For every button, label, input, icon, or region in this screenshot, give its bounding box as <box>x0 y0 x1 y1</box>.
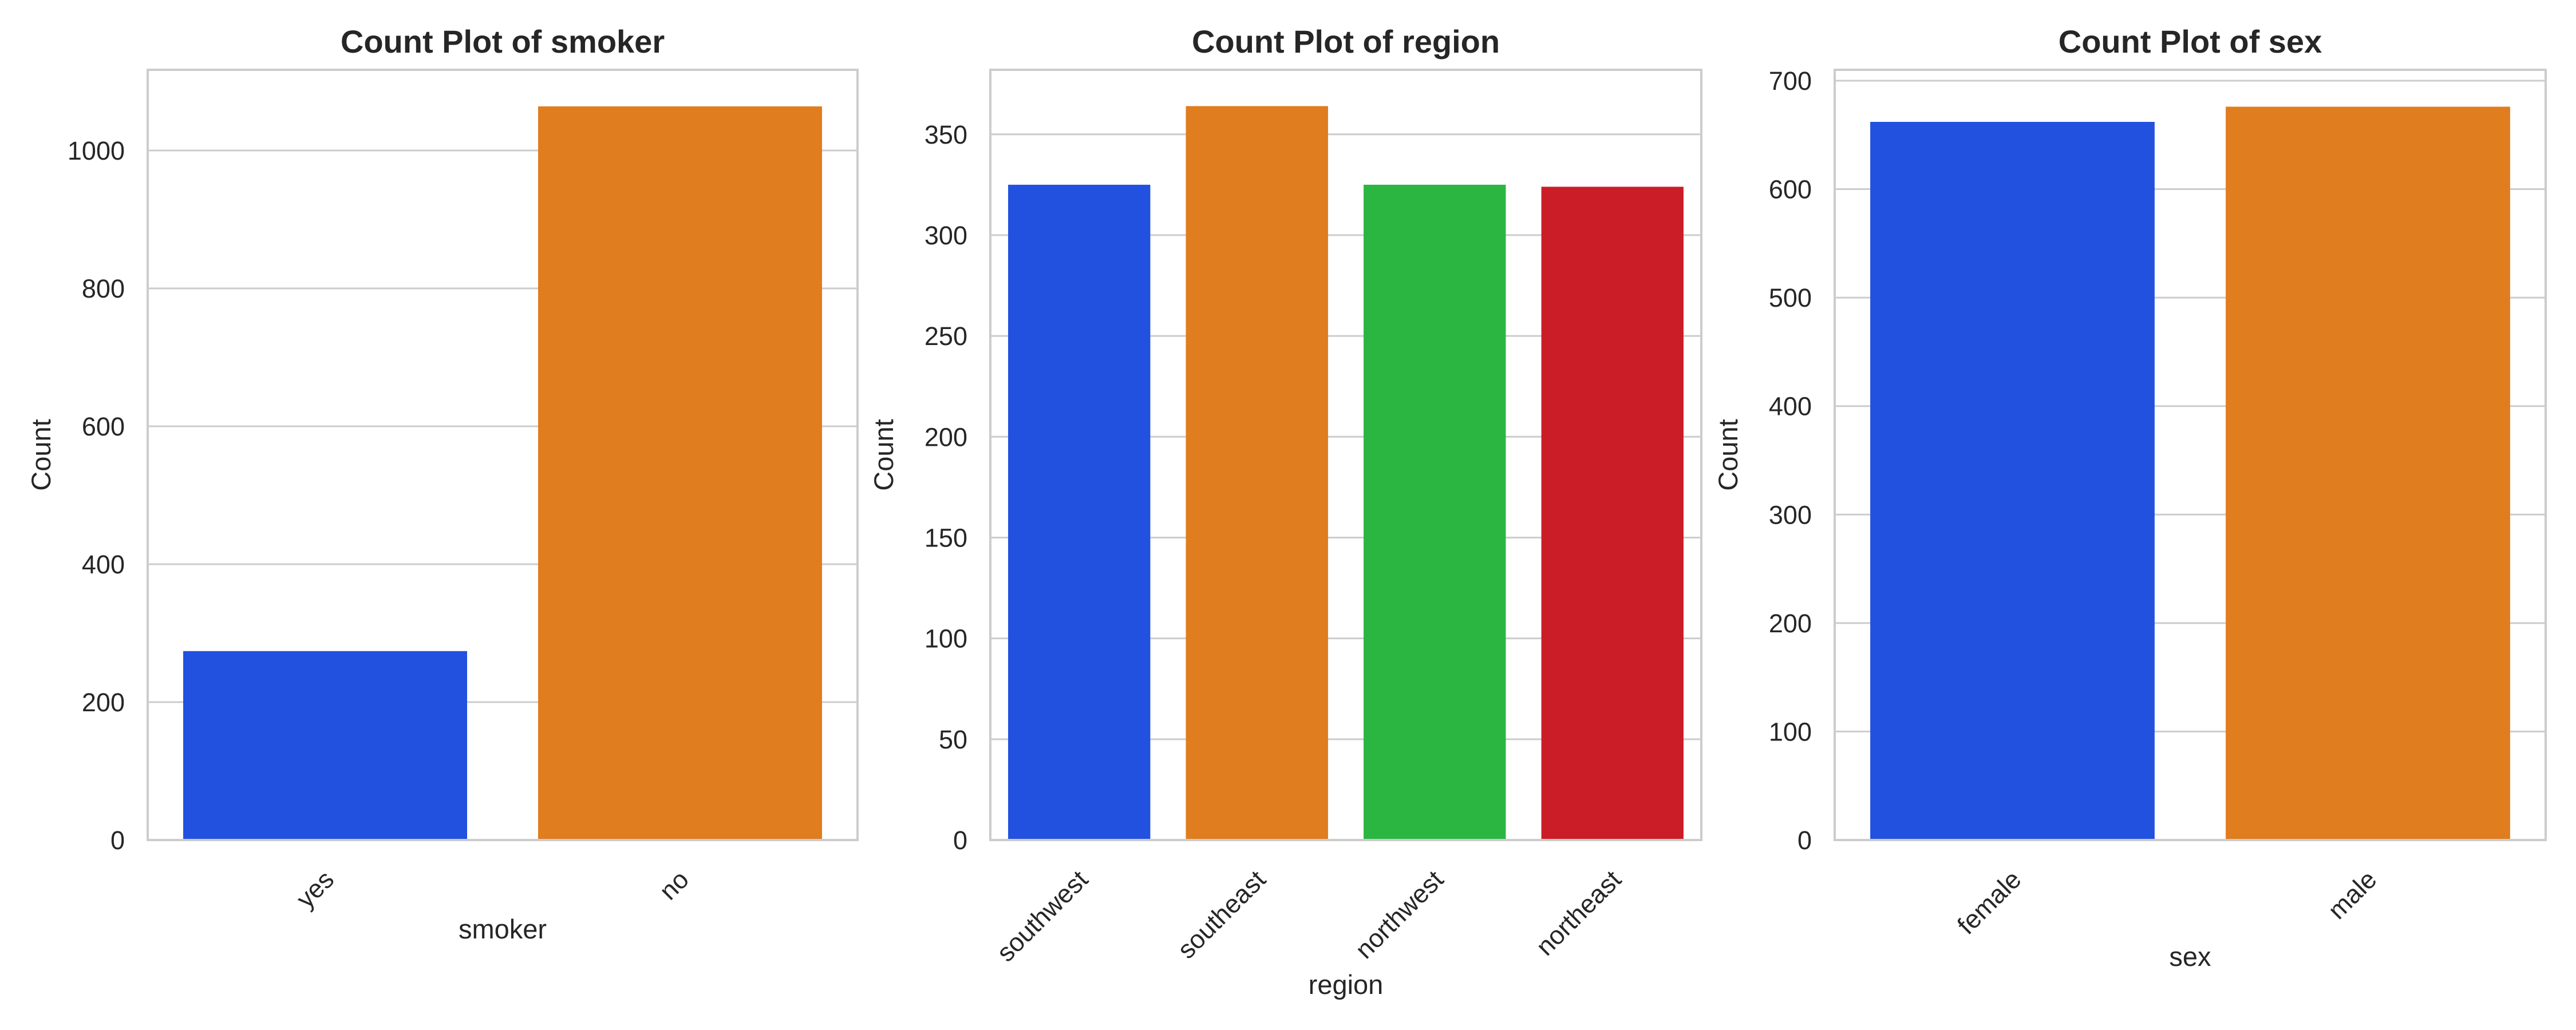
x-axis-label: region <box>1309 969 1384 1000</box>
bar-male <box>2226 106 2510 841</box>
y-tick-label: 100 <box>1769 717 1812 746</box>
y-tick-label: 100 <box>924 624 967 653</box>
y-tick-label: 600 <box>1769 175 1812 204</box>
bar-female <box>1870 121 2155 840</box>
y-tick-label: 600 <box>82 412 125 441</box>
y-tick-label: 50 <box>939 725 967 754</box>
y-axis-label: Count <box>1713 419 1743 490</box>
bar-southwest <box>1008 184 1151 841</box>
bar-yes <box>183 651 467 840</box>
x-axis-label: smoker <box>459 914 547 944</box>
y-tick-label: 0 <box>953 826 967 855</box>
y-tick-label: 150 <box>924 523 967 552</box>
bar-northwest <box>1364 184 1506 841</box>
y-tick-label: 200 <box>82 688 125 717</box>
bar-southeast <box>1186 106 1328 841</box>
y-tick-label: 200 <box>924 422 967 451</box>
axes-frame <box>1834 69 2547 841</box>
axes-frame <box>147 69 859 841</box>
y-axis-label: Count <box>868 419 899 490</box>
y-tick-label: 300 <box>1769 500 1812 529</box>
axes-frame <box>989 69 1702 841</box>
y-tick-label: 200 <box>1769 609 1812 638</box>
y-tick-label: 500 <box>1769 283 1812 312</box>
y-axis-label: Count <box>26 419 56 490</box>
y-tick-label: 350 <box>924 120 967 149</box>
y-tick-label: 0 <box>110 826 125 855</box>
chart-title: Count Plot of smoker <box>341 23 665 60</box>
y-tick-label: 0 <box>1797 826 1812 855</box>
chart-title: Count Plot of sex <box>2059 23 2322 60</box>
y-tick-label: 400 <box>1769 392 1812 421</box>
y-tick-label: 250 <box>924 322 967 351</box>
x-axis-label: sex <box>2169 941 2211 972</box>
y-tick-label: 800 <box>82 274 125 303</box>
chart-title: Count Plot of region <box>1192 23 1500 60</box>
bar-northeast <box>1541 187 1684 841</box>
y-tick-label: 1000 <box>68 136 125 165</box>
bar-no <box>538 106 822 840</box>
y-tick-label: 300 <box>924 221 967 250</box>
y-tick-label: 700 <box>1769 66 1812 96</box>
y-tick-label: 400 <box>82 550 125 579</box>
